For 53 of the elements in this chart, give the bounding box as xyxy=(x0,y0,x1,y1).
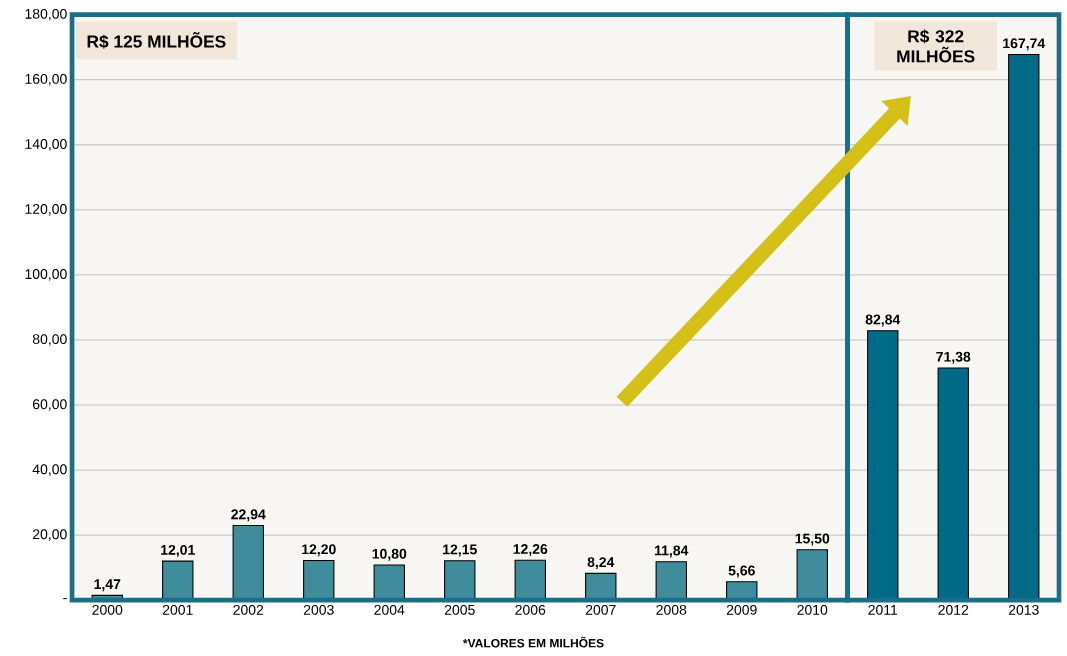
x-tick-label: 2006 xyxy=(515,604,546,615)
x-tick-label: 2000 xyxy=(92,604,123,615)
data-label: 11,84 xyxy=(655,545,689,558)
y-tick-label: 60,00 xyxy=(32,399,67,411)
y-tick-label: 180,00 xyxy=(25,8,67,21)
y-tick-label: - xyxy=(63,597,67,600)
y-tick-label: 120,00 xyxy=(25,203,67,216)
x-tick-label: 2001 xyxy=(162,604,193,615)
x-tick-label: 2002 xyxy=(233,604,264,615)
data-label: 71,38 xyxy=(936,351,971,364)
text: *VALORES EM MILHÕES xyxy=(462,636,604,648)
bar xyxy=(232,524,264,601)
annotation: R$ 125 MILHÕES xyxy=(87,32,226,49)
data-label: 12,20 xyxy=(302,544,336,557)
data-label: 8,24 xyxy=(587,557,615,570)
y-tick-label: 40,00 xyxy=(32,464,67,476)
x-tick-label: 2009 xyxy=(726,604,757,615)
bar xyxy=(937,367,969,601)
bar xyxy=(303,559,335,601)
bar xyxy=(796,549,828,601)
x-tick-label: 2008 xyxy=(656,604,687,615)
x-tick-label: 2011 xyxy=(868,604,898,615)
x-tick-label: 2012 xyxy=(938,604,969,615)
data-label: 167,74 xyxy=(1003,38,1046,51)
x-tick-label: 2013 xyxy=(1008,604,1039,615)
y-tick-label: 140,00 xyxy=(25,138,67,151)
y-tick-label: 100,00 xyxy=(25,269,67,281)
data-label: 5,66 xyxy=(728,565,755,578)
data-label: 15,50 xyxy=(795,533,830,546)
bar xyxy=(867,330,899,601)
y-tick-label: 80,00 xyxy=(32,334,67,346)
bar xyxy=(655,561,687,601)
x-tick-label: 2010 xyxy=(797,604,828,615)
data-label: 22,94 xyxy=(231,509,266,522)
x-tick-label: 2003 xyxy=(303,604,334,615)
x-tick-label: 2004 xyxy=(374,604,405,615)
data-label: 10,80 xyxy=(372,548,407,561)
x-tick-label: 2007 xyxy=(585,604,616,615)
data-label: 12,15 xyxy=(443,544,477,557)
data-label: 82,84 xyxy=(865,314,901,327)
y-tick-label: 160,00 xyxy=(25,73,67,86)
data-label: 1,47 xyxy=(94,579,121,592)
bar xyxy=(514,559,546,601)
x-tick-label: 2005 xyxy=(444,604,475,615)
data-label: 12,26 xyxy=(513,544,548,556)
bar xyxy=(585,572,617,601)
bar xyxy=(1008,53,1040,601)
bar xyxy=(162,560,194,601)
bar xyxy=(373,564,405,601)
annotation: R$ 322 MILHÕES xyxy=(897,29,975,63)
y-tick-label: 20,00 xyxy=(32,529,67,541)
data-label: 12,01 xyxy=(161,544,195,557)
bar xyxy=(444,560,476,601)
